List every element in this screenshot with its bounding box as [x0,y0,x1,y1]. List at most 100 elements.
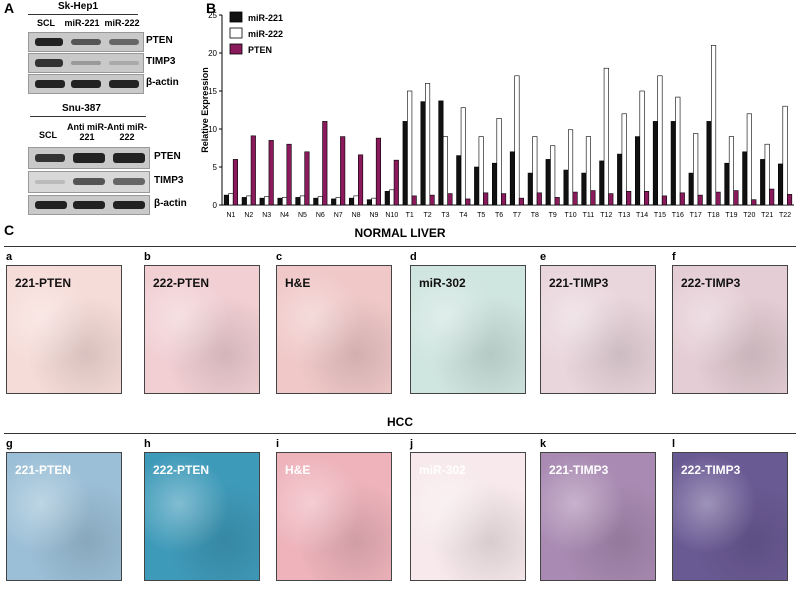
normal-tile-letter-d: d [410,251,417,263]
x-tick-label: T8 [531,212,539,219]
blot2-row-timp3 [28,171,150,193]
blot2-lane-1: SCL [39,130,57,140]
bar-mir-222-t9 [550,145,556,206]
panel-c-letter: C [4,222,15,238]
bar-mir-221-t16 [670,121,676,206]
normal-tile-label-e: 221-TIMP3 [549,276,609,290]
blot1-lane-2: miR-221 [64,18,100,28]
hcc-title: HCC [387,415,413,429]
expression-bar-chart: 0 5 10 15 20 25 Relative Expression N1 N2 N3 N4 N5… [200,11,794,219]
hcc-histology-tile-l: 222-TIMP3 [672,452,788,581]
bar-mir-222-n8 [353,195,359,206]
normal-tile-letter-a: a [6,251,13,263]
legend-swatch-mir-222 [229,27,243,39]
x-tick-label: T22 [779,212,791,219]
y-tick-label: 5 [213,163,218,172]
hcc-histology-tile-i: H&E [276,452,392,581]
bar-mir-222-t5 [478,136,484,206]
bar-mir-221-n9 [366,199,372,206]
bar-pten-t12 [608,193,614,206]
blot2-row-pten [28,147,150,169]
bar-mir-222-t16 [675,96,681,206]
blot1-row-pten [28,32,144,52]
bar-pten-t20 [751,199,757,206]
x-tick-label: T12 [600,212,612,219]
bar-pten-t2 [429,194,435,206]
bar-pten-t1 [411,195,417,206]
bar-pten-t13 [626,191,632,206]
hcc-tile-letter-l: l [672,438,676,450]
legend-swatch-mir-221 [229,11,243,23]
bar-pten-t9 [554,197,560,206]
bar-mir-221-n8 [349,197,355,206]
blot2-row-actin [28,195,150,215]
bar-mir-222-n7 [335,197,341,206]
bar-pten-t19 [733,190,739,206]
bar-mir-222-t6 [496,118,502,206]
normal-histology-tile-e: 221-TIMP3 [540,265,656,394]
blot1-title: Sk-Hep1 [58,1,99,12]
x-tick-label: N7 [334,212,343,219]
legend-label-mir-221: miR-221 [248,13,283,23]
bar-mir-222-t15 [657,75,663,206]
blot2-label-actin: β-actin [154,198,187,209]
x-tick-label: T19 [725,212,737,219]
x-tick-label: T2 [423,212,431,219]
bar-mir-221-t6 [492,162,498,206]
bar-mir-222-n4 [282,197,288,206]
bar-pten-t7 [518,197,524,206]
bar-pten-t14 [644,191,650,206]
x-tick-label: T7 [513,212,521,219]
blot1-lane-3: miR-222 [104,18,140,28]
bar-mir-222-t3 [442,136,448,206]
normal-histology-tile-c: H&E [276,265,392,394]
bar-pten-n8 [358,154,364,206]
normal-tile-label-a: 221-PTEN [15,276,72,290]
normal-histology-tile-d: miR-302 [410,265,526,394]
y-tick-label: 0 [213,201,218,210]
bar-mir-222-t18 [711,45,717,206]
x-tick-label: N4 [280,212,289,219]
normal-tile-label-f: 222-TIMP3 [681,276,741,290]
bar-pten-t4 [465,198,471,206]
bar-mir-221-t12 [599,160,605,206]
bar-mir-222-t20 [746,113,752,206]
bar-pten-t18 [715,191,721,206]
x-tick-label: N1 [226,212,235,219]
bar-mir-222-t8 [532,136,538,206]
bar-pten-n4 [286,143,292,206]
x-tick-label: T21 [761,212,773,219]
bar-pten-t11 [590,190,596,206]
bar-mir-222-t10 [568,129,574,206]
panel-b-letter: B [206,0,217,16]
hcc-tile-label-l: 222-TIMP3 [681,463,741,477]
x-tick-label: N9 [369,212,378,219]
normal-tile-label-d: miR-302 [419,276,466,290]
y-tick-label: 25 [208,11,217,20]
bar-mir-222-t4 [460,107,466,206]
bar-mir-222-t11 [585,136,591,206]
bar-mir-221-t11 [581,172,587,206]
hcc-histology-tile-g: 221-PTEN [6,452,122,581]
normal-tile-letter-e: e [540,251,547,263]
bar-pten-n9 [375,137,381,206]
bar-mir-221-t19 [724,162,730,206]
x-tick-label: T3 [441,212,449,219]
bar-mir-222-n1 [228,193,234,206]
normal-liver-title: NORMAL LIVER [354,226,446,240]
bar-mir-221-t5 [474,166,480,206]
y-axis-label: Relative Expression [200,67,210,153]
bar-mir-221-t20 [742,151,748,206]
x-tick-label: T18 [708,212,720,219]
hcc-tile-letter-j: j [410,438,414,450]
blot2-title-underline [30,116,146,117]
bar-mir-222-n9 [371,197,377,206]
x-tick-label: T5 [477,212,485,219]
bar-pten-n5 [304,151,310,206]
hcc-tile-letter-i: i [276,438,280,450]
x-tick-label: T9 [549,212,557,219]
normal-histology-tile-f: 222-TIMP3 [672,265,788,394]
x-tick-label: T17 [690,212,702,219]
bar-mir-221-t8 [527,172,533,206]
bar-pten-t16 [679,192,685,206]
